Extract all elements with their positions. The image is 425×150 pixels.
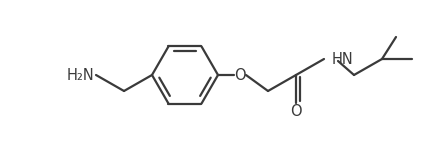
Text: O: O (290, 105, 302, 120)
Text: H₂N: H₂N (66, 68, 94, 82)
Text: HN: HN (332, 51, 354, 66)
Text: O: O (234, 68, 246, 82)
